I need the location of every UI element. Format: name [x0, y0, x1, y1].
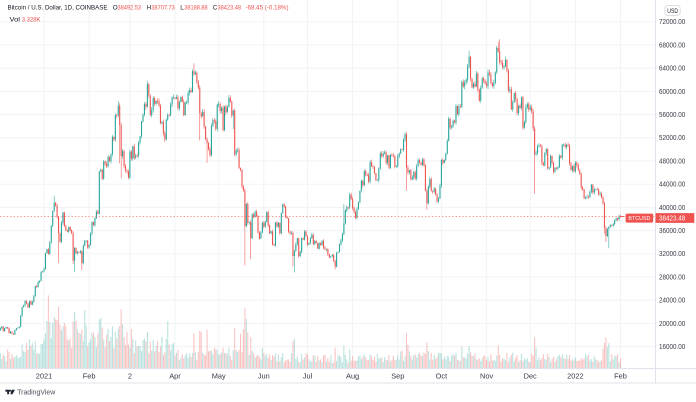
svg-text:60000.00: 60000.00: [659, 89, 685, 96]
svg-text:44000.00: 44000.00: [659, 182, 685, 189]
svg-text:36000.00: 36000.00: [659, 228, 685, 235]
svg-text:O: O: [113, 5, 118, 12]
svg-text:68000.00: 68000.00: [659, 42, 685, 49]
svg-text:38423.48: 38423.48: [659, 216, 685, 223]
svg-text:Jun: Jun: [258, 372, 270, 381]
svg-text:32000.00: 32000.00: [659, 251, 685, 258]
svg-text:C: C: [213, 5, 218, 12]
svg-text:H: H: [147, 5, 152, 12]
svg-text:48000.00: 48000.00: [659, 158, 685, 165]
svg-text:Oct: Oct: [436, 372, 448, 381]
svg-text:TradingView: TradingView: [17, 387, 56, 396]
svg-text:2: 2: [128, 372, 132, 381]
svg-text:Aug: Aug: [346, 372, 359, 381]
svg-text:Jul: Jul: [303, 372, 313, 381]
svg-text:38188.88: 38188.88: [184, 5, 208, 12]
svg-text:Nov: Nov: [480, 372, 493, 381]
svg-text:38492.53: 38492.53: [118, 5, 142, 12]
svg-text:L: L: [180, 5, 184, 12]
svg-text:BTCUSD: BTCUSD: [628, 216, 650, 222]
svg-text:May: May: [212, 372, 226, 381]
svg-text:Bitcoin / U.S. Dollar, 1D, COI: Bitcoin / U.S. Dollar, 1D, COINBASE: [8, 5, 108, 12]
svg-text:28000.00: 28000.00: [659, 274, 685, 281]
svg-text:Vol: Vol: [10, 16, 21, 23]
svg-text:52000.00: 52000.00: [659, 135, 685, 142]
svg-text:Apr: Apr: [169, 372, 181, 381]
svg-text:3.328K: 3.328K: [22, 16, 42, 23]
svg-text:Feb: Feb: [614, 372, 627, 381]
svg-text:20000.00: 20000.00: [659, 321, 685, 328]
svg-text:56000.00: 56000.00: [659, 112, 685, 119]
svg-text:2022: 2022: [567, 372, 583, 381]
svg-text:2021: 2021: [36, 372, 52, 381]
svg-text:-68.45 (-0.18%): -68.45 (-0.18%): [246, 5, 289, 12]
svg-text:USD: USD: [667, 8, 678, 15]
svg-text:64000.00: 64000.00: [659, 66, 685, 73]
svg-text:Sep: Sep: [391, 372, 404, 381]
svg-text:38707.73: 38707.73: [151, 5, 175, 12]
svg-text:24000.00: 24000.00: [659, 298, 685, 305]
svg-text:40000.00: 40000.00: [659, 205, 685, 212]
svg-text:38423.48: 38423.48: [218, 5, 242, 12]
svg-text:Dec: Dec: [524, 372, 537, 381]
svg-text:Feb: Feb: [83, 372, 96, 381]
svg-text:72000.00: 72000.00: [659, 19, 685, 26]
svg-text:16000.00: 16000.00: [659, 344, 685, 351]
